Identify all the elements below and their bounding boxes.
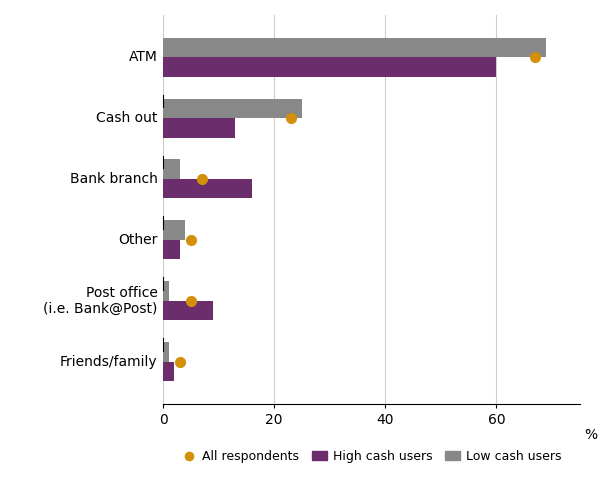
Bar	[163, 342, 169, 361]
Bar	[163, 57, 496, 77]
Bar	[163, 281, 169, 300]
Bar	[163, 240, 180, 259]
Bar	[163, 38, 547, 57]
Bar	[163, 118, 236, 138]
Bar	[163, 179, 252, 199]
Bar	[163, 361, 174, 381]
Bar	[163, 98, 302, 118]
Bar	[163, 160, 180, 179]
Text: %: %	[584, 428, 597, 442]
Bar	[163, 300, 213, 320]
Legend: All respondents, High cash users, Low cash users: All respondents, High cash users, Low ca…	[176, 445, 567, 468]
Bar	[163, 220, 185, 240]
